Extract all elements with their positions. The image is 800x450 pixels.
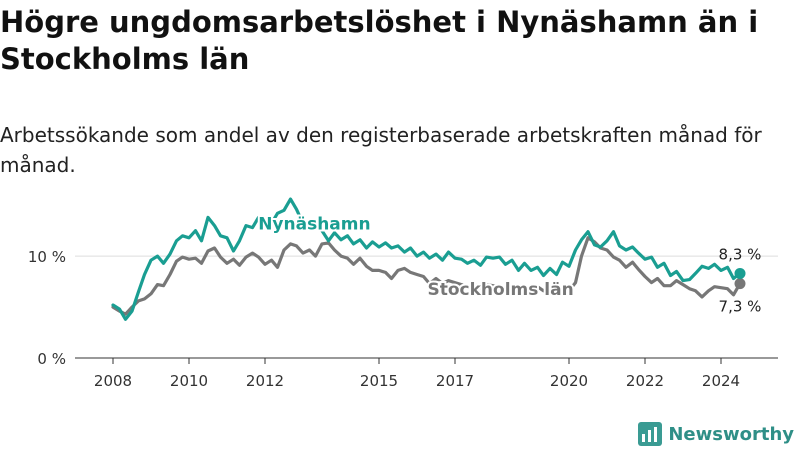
series-label-stockholms-lan: Stockholms län bbox=[427, 280, 573, 300]
series-label-nynashamn: Nynäshamn bbox=[258, 215, 370, 235]
bar-chart-logo-icon bbox=[638, 422, 663, 446]
end-label-stockholms-lan: 7,3 % bbox=[719, 298, 762, 316]
brand-name: Newsworthy bbox=[668, 423, 794, 445]
y-tick-label: 10 % bbox=[28, 248, 66, 266]
newsworthy-brand: Newsworthy bbox=[638, 420, 794, 448]
chart-title: Högre ungdomsarbetslöshet i Nynäshamn än… bbox=[0, 5, 759, 76]
x-tick-label: 2020 bbox=[550, 372, 588, 390]
series-end-point bbox=[734, 267, 746, 279]
x-tick-label: 2017 bbox=[436, 372, 474, 390]
y-tick-label: 0 % bbox=[37, 350, 66, 368]
chart-subtitle: Arbetssökande som andel av den registerb… bbox=[0, 123, 762, 177]
series-end-point bbox=[734, 278, 746, 290]
x-tick-label: 2022 bbox=[626, 372, 664, 390]
series-line-stockholms-lan bbox=[111, 236, 742, 316]
series-line-nynashamn bbox=[111, 197, 742, 321]
x-tick-label: 2008 bbox=[94, 372, 132, 390]
x-tick-label: 2015 bbox=[360, 372, 398, 390]
x-tick-label: 2012 bbox=[246, 372, 284, 390]
x-tick-label: 2010 bbox=[170, 372, 208, 390]
x-tick-label: 2024 bbox=[702, 372, 740, 390]
end-label-nynashamn: 8,3 % bbox=[719, 245, 762, 263]
